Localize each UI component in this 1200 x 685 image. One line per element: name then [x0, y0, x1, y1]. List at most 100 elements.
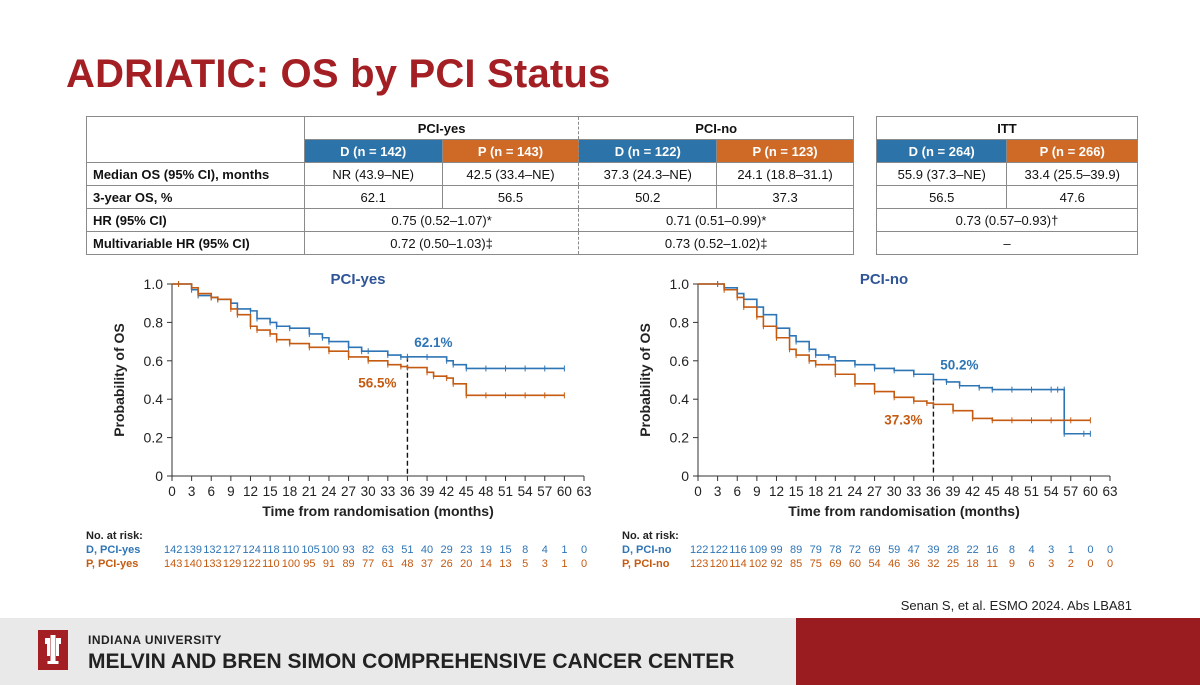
x-tick-label: 42 [965, 484, 980, 499]
risk-count: 114 [729, 558, 747, 570]
x-tick-label: 51 [498, 484, 513, 499]
x-tick-label: 0 [168, 484, 176, 499]
survival-annotation: 62.1% [414, 335, 452, 350]
risk-count: 69 [868, 544, 881, 556]
risk-count: 5 [522, 558, 529, 570]
risk-count: 11 [986, 558, 998, 570]
risk-count: 0 [1087, 544, 1094, 556]
y-tick-label: 0.2 [670, 430, 690, 446]
footer-bar: INDIANA UNIVERSITY MELVIN AND BREN SIMON… [0, 618, 1200, 685]
risk-count: 3 [1048, 544, 1055, 556]
x-tick-label: 0 [694, 484, 702, 499]
risk-count: 22 [966, 544, 979, 556]
risk-count: 0 [1087, 558, 1094, 570]
risk-count: 14 [479, 558, 493, 570]
table-row: 55.9 (37.3–NE) 33.4 (25.5–39.9) [875, 162, 1138, 186]
y-axis-label: Probability of OS [637, 323, 653, 437]
x-tick-label: 12 [243, 484, 258, 499]
risk-count: 0 [580, 558, 588, 570]
x-tick-label: 39 [946, 484, 961, 499]
x-tick-label: 6 [207, 484, 215, 499]
risk-count: 82 [362, 544, 375, 556]
x-tick-label: 48 [1004, 484, 1019, 499]
risk-count: 9 [1008, 558, 1015, 570]
risk-count: 26 [440, 558, 453, 570]
arm-header-p-itt: P (n = 266) [1006, 139, 1138, 163]
risk-count: 78 [829, 544, 842, 556]
table-cell: 0.73 (0.52–1.02)‡ [578, 231, 854, 255]
group-header-pci-yes: PCI-yes [303, 116, 580, 140]
risk-count: 75 [809, 558, 822, 570]
x-tick-label: 54 [518, 484, 534, 499]
x-tick-label: 48 [478, 484, 493, 499]
table-cell: 0.72 (0.50–1.03)‡ [303, 231, 580, 255]
risk-count: 59 [888, 544, 901, 556]
y-tick-label: 1.0 [144, 276, 164, 292]
table-cell: – [876, 231, 1138, 255]
risk-count: 8 [1008, 544, 1015, 556]
y-tick-label: 0 [681, 468, 689, 484]
chart-title: PCI-yes [330, 271, 385, 288]
risk-count: 92 [770, 558, 783, 570]
risk-count: 89 [342, 558, 355, 570]
y-tick-label: 0.8 [144, 314, 164, 330]
survival-annotation: 37.3% [884, 412, 922, 427]
risk-count: 61 [381, 558, 394, 570]
risk-count: 32 [927, 558, 940, 570]
risk-count: 0 [580, 544, 588, 556]
x-tick-label: 54 [1044, 484, 1060, 499]
arm-header-d-pci-yes: D (n = 142) [303, 139, 443, 163]
page-title: ADRIATIC: OS by PCI Status [66, 52, 611, 96]
risk-count: 110 [281, 544, 300, 556]
x-tick-label: 21 [828, 484, 843, 499]
x-tick-label: 60 [1083, 484, 1098, 499]
risk-count: 129 [222, 558, 242, 570]
risk-count: 91 [322, 558, 336, 570]
x-tick-label: 36 [926, 484, 941, 499]
footer-red-band [796, 618, 1200, 685]
arm-header-d-itt: D (n = 264) [875, 139, 1008, 163]
x-tick-label: 27 [867, 484, 882, 499]
y-tick-label: 0.4 [670, 391, 690, 407]
risk-count: 122 [709, 544, 728, 556]
footer-center-name: MELVIN AND BREN SIMON COMPREHENSIVE CANC… [88, 650, 735, 673]
risk-count: 63 [381, 544, 394, 556]
risk-count: 123 [690, 558, 709, 570]
y-tick-label: 0.2 [144, 430, 164, 446]
risk-count: 29 [440, 544, 453, 556]
x-tick-label: 27 [341, 484, 356, 499]
risk-count: 120 [709, 558, 728, 570]
risk-count: 85 [789, 558, 803, 570]
risk-count: 25 [946, 558, 960, 570]
citation: Senan S, et al. ESMO 2024. Abs LBA81 [900, 598, 1132, 613]
risk-count: 100 [320, 544, 340, 556]
table-cell: 33.4 (25.5–39.9) [1006, 162, 1138, 186]
arm-header-p-pci-yes: P (n = 143) [441, 139, 580, 163]
table-row: HR (95% CI) 0.75 (0.52–1.07)* 0.71 (0.51… [86, 208, 854, 232]
risk-count: 139 [183, 544, 202, 556]
x-tick-label: 30 [887, 484, 902, 499]
risk-count: 18 [966, 558, 979, 570]
x-tick-label: 63 [1102, 484, 1117, 499]
risk-table-heading: No. at risk: [622, 530, 679, 542]
risk-table-pci-no: No. at risk: D, PCI-no 122 122 116 109 99 89 79 7… [622, 530, 1142, 574]
y-tick-label: 0.4 [144, 391, 164, 407]
risk-count: 4 [1028, 544, 1035, 556]
risk-count: 102 [748, 558, 768, 570]
arm-header-p-pci-no: P (n = 123) [716, 139, 854, 163]
x-tick-label: 6 [733, 484, 741, 499]
table-row: – [876, 231, 1138, 255]
risk-count: 13 [499, 558, 512, 570]
group-header-itt: ITT [876, 116, 1138, 140]
y-axis-label: Probability of OS [111, 323, 127, 437]
arm-header-d-pci-no: D (n = 122) [578, 139, 718, 163]
risk-count: 0 [1106, 558, 1114, 570]
risk-count: 36 [907, 558, 920, 570]
x-tick-label: 18 [808, 484, 823, 499]
risk-count: 69 [829, 558, 842, 570]
x-tick-label: 39 [420, 484, 435, 499]
y-tick-label: 0.6 [144, 353, 164, 369]
footer-grey-band [0, 618, 796, 685]
group-header-pci-no: PCI-no [578, 116, 854, 140]
